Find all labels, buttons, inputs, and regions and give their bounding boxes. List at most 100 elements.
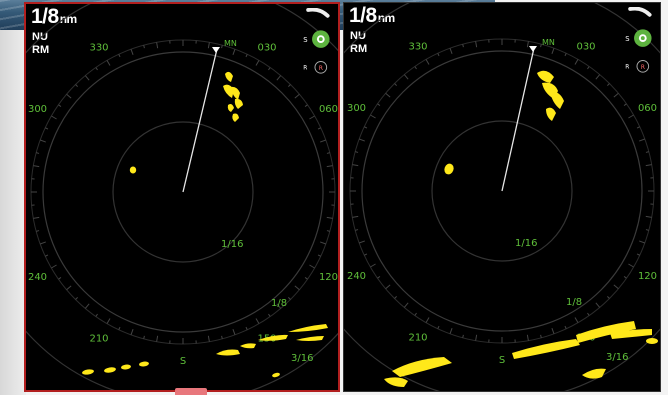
bearing-tick xyxy=(449,47,453,54)
bearing-tick xyxy=(221,45,223,49)
bearing-tick xyxy=(288,297,291,300)
bottom-tab-handle[interactable] xyxy=(175,388,207,395)
range-readout[interactable]: 1/8nm xyxy=(31,5,77,29)
bearing-tick xyxy=(118,54,121,58)
bearing-tick xyxy=(255,318,260,324)
bearing-label: 300 xyxy=(347,103,366,114)
gain-label: S xyxy=(625,35,629,43)
bearing-tick xyxy=(385,92,391,98)
menu-arc-icon[interactable] xyxy=(628,7,652,17)
bearing-label: 060 xyxy=(638,103,657,114)
bearing-tick xyxy=(66,285,72,291)
bearing-tick xyxy=(320,139,327,143)
bearing-label: 240 xyxy=(28,272,47,283)
bearing-tick xyxy=(232,48,236,55)
rain-label: R xyxy=(303,65,307,71)
range-value: 1/8 xyxy=(349,4,377,27)
bearing-tick xyxy=(587,66,590,70)
bearing-tick xyxy=(607,83,610,86)
bearing-tick xyxy=(143,45,145,49)
radar-panel-left[interactable]: 1/8nm NU RM 330030300W060240E210120S150 … xyxy=(24,2,340,392)
bearing-tick xyxy=(551,47,555,54)
bearing-tick xyxy=(118,326,121,330)
bearing-tick xyxy=(645,164,652,167)
motion-mode[interactable]: RM xyxy=(350,43,368,55)
bearing-tick xyxy=(449,328,453,335)
bearing-tick xyxy=(221,335,223,339)
bearing-tick xyxy=(607,296,610,299)
rain-value: R xyxy=(641,65,645,71)
bearing-tick xyxy=(403,302,409,308)
bearing-tick xyxy=(33,165,40,168)
range-readout[interactable]: 1/8nm xyxy=(349,4,395,28)
bearing-tick xyxy=(276,303,282,309)
rain-icon[interactable] xyxy=(636,59,650,73)
bearing-tick xyxy=(394,83,397,86)
range-ring-1 xyxy=(112,121,254,263)
bearing-tick xyxy=(143,335,145,339)
bearing-tick xyxy=(75,297,78,300)
motion-mode[interactable]: RM xyxy=(32,44,50,56)
bearing-tick xyxy=(294,285,300,291)
bearing-tick xyxy=(39,241,46,245)
bearing-tick xyxy=(75,84,78,87)
radar-controls[interactable]: S R R xyxy=(294,8,334,78)
bearing-tick xyxy=(574,59,579,65)
bearing-tick xyxy=(268,67,271,71)
bearing-tick xyxy=(156,335,159,342)
bearing-tick xyxy=(636,126,640,129)
bearing-tick xyxy=(45,254,49,257)
bearing-tick xyxy=(106,60,111,66)
bearing-tick xyxy=(475,41,478,48)
north-marker-label: MN xyxy=(542,38,555,47)
bearing-ticks xyxy=(350,39,654,343)
range-ring-2 xyxy=(42,51,324,333)
bearing-tick xyxy=(326,230,330,232)
bearing-tick xyxy=(58,104,62,107)
bearing-tick xyxy=(130,329,134,336)
radar-panel-right[interactable]: 1/8nm NU RM 330030300W060240E210120S150 … xyxy=(343,2,661,392)
bearing-tick xyxy=(309,115,315,120)
orientation-mode[interactable]: NU xyxy=(350,30,366,42)
menu-arc-icon[interactable] xyxy=(306,8,330,18)
range-ring-label-2: 1/8 xyxy=(566,297,582,308)
bearing-tick xyxy=(628,263,634,268)
gain-label: S xyxy=(303,36,307,44)
heading-line xyxy=(501,47,535,192)
bearing-tick xyxy=(45,127,49,130)
bearing-tick xyxy=(639,240,646,244)
bearing-tick xyxy=(564,53,567,57)
bearing-tick xyxy=(639,138,646,142)
bearing-tick xyxy=(636,253,640,256)
north-marker-icon xyxy=(529,46,537,52)
range-ring-2 xyxy=(361,50,643,332)
radar-ppi[interactable]: 330030300W060240E210120S150 1/16 1/8 3/1… xyxy=(344,3,660,391)
bearing-tick xyxy=(540,334,542,338)
bearing-tick xyxy=(645,151,649,153)
bearing-tick xyxy=(358,240,365,244)
range-ring-label-2: 1/8 xyxy=(271,298,287,309)
bearing-tick xyxy=(425,59,430,65)
bearing-tick xyxy=(288,84,291,87)
bearing-tick xyxy=(294,93,300,99)
bearing-tick xyxy=(355,229,359,231)
bearing-tick xyxy=(33,216,40,219)
bearing-tick xyxy=(326,152,330,154)
radar-controls[interactable]: S R R xyxy=(616,7,656,77)
rain-icon[interactable] xyxy=(314,60,328,74)
bearing-label: 210 xyxy=(89,333,108,344)
bearing-label: 030 xyxy=(257,43,276,54)
bearing-tick xyxy=(437,53,440,57)
bearing-label: S xyxy=(180,356,186,367)
bearing-tick xyxy=(39,139,46,143)
bearing-tick xyxy=(377,276,381,279)
radar-ppi[interactable]: 330030300W060240E210120S150 1/16 1/8 3/1… xyxy=(26,4,338,390)
bearing-tick xyxy=(385,284,391,290)
north-marker-label: MN xyxy=(224,39,237,48)
bearing-label: 030 xyxy=(576,42,595,53)
bearing-tick xyxy=(95,313,98,317)
bearing-tick xyxy=(255,60,260,66)
bearing-tick xyxy=(58,277,62,280)
bearing-tick xyxy=(355,151,359,153)
bearing-tick xyxy=(326,216,333,219)
